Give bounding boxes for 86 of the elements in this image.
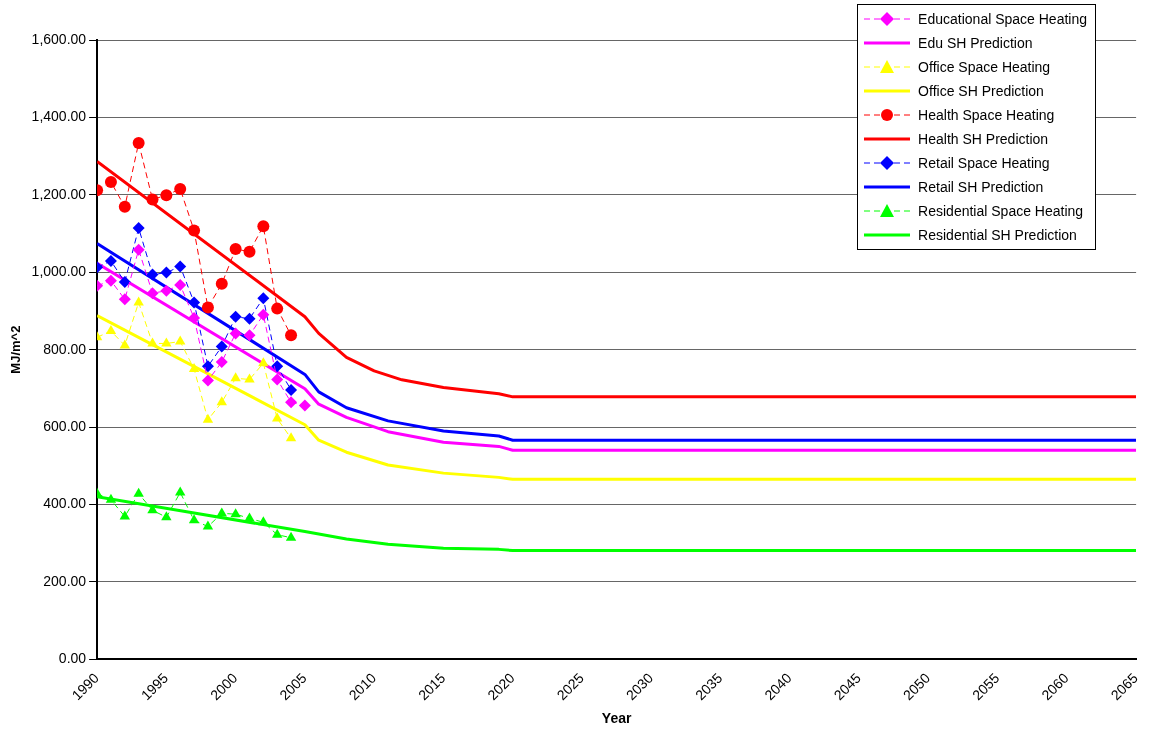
point — [160, 189, 173, 202]
point — [257, 292, 270, 305]
point — [230, 372, 241, 382]
x-axis-title: Year — [601, 710, 632, 727]
legend-label: Office SH Prediction — [918, 83, 1044, 99]
point — [215, 340, 228, 353]
point — [132, 136, 145, 149]
point — [174, 260, 187, 273]
point — [133, 487, 144, 497]
point — [174, 279, 187, 292]
legend-label: Health Space Heating — [918, 107, 1055, 123]
legend-label: Health SH Prediction — [918, 131, 1049, 147]
point — [202, 413, 214, 423]
y-tick-label: 400.00 — [43, 495, 87, 512]
point — [272, 528, 283, 538]
point — [298, 399, 311, 412]
point — [132, 222, 145, 235]
point — [146, 193, 159, 206]
point — [271, 373, 284, 386]
point — [188, 514, 200, 524]
y-tick-label: 1,200.00 — [31, 185, 87, 202]
point — [229, 310, 242, 323]
point — [160, 266, 173, 279]
point — [104, 274, 117, 287]
point — [244, 512, 255, 522]
y-tick-label: 1,600.00 — [31, 30, 87, 47]
point — [174, 183, 187, 196]
y-tick-label: 800.00 — [43, 340, 87, 357]
point — [146, 268, 159, 281]
point — [118, 293, 131, 306]
legend-label: Office Space Heating — [918, 59, 1051, 75]
point — [147, 504, 158, 514]
point — [244, 373, 255, 383]
point — [146, 287, 159, 300]
point — [257, 220, 270, 233]
legend-label: Retail Space Heating — [918, 155, 1050, 171]
point — [118, 275, 131, 288]
point — [272, 412, 283, 422]
y-tick-label: 200.00 — [43, 572, 87, 589]
point — [118, 200, 131, 213]
point — [201, 374, 214, 387]
legend-label: Residential Space Heating — [918, 203, 1084, 219]
point — [202, 520, 214, 530]
point — [188, 311, 201, 324]
point — [215, 277, 228, 290]
y-tick-label: 1,000.00 — [31, 263, 87, 280]
y-tick-label: 600.00 — [43, 417, 87, 434]
point — [271, 360, 284, 373]
point — [188, 296, 201, 309]
point — [258, 516, 269, 526]
y-tick-label: 1,400.00 — [31, 108, 87, 125]
point — [230, 508, 241, 518]
point — [132, 243, 145, 256]
point — [105, 325, 117, 335]
point — [188, 363, 200, 372]
point — [257, 308, 270, 321]
point — [243, 245, 256, 258]
legend-label: Retail SH Prediction — [918, 179, 1044, 195]
point — [285, 432, 297, 442]
point — [285, 531, 297, 541]
point — [285, 396, 298, 409]
legend-label: Edu SH Prediction — [918, 35, 1033, 51]
point — [271, 302, 284, 315]
legend-label: Educational Space Heating — [918, 11, 1088, 27]
point — [161, 511, 172, 521]
y-axis-title: MJ/m^2 — [8, 325, 24, 374]
point — [201, 301, 214, 314]
point — [147, 337, 158, 347]
point — [285, 383, 298, 396]
point — [105, 493, 117, 503]
point — [175, 335, 186, 345]
point — [243, 329, 256, 342]
point — [229, 243, 242, 256]
point — [243, 312, 256, 325]
y-tick-label: 0.00 — [58, 650, 87, 667]
point — [229, 327, 242, 340]
point — [201, 360, 214, 373]
point — [258, 357, 269, 367]
point — [285, 329, 298, 342]
legend-label: Residential SH Prediction — [918, 227, 1077, 243]
point — [216, 396, 227, 406]
point — [104, 176, 117, 189]
point — [160, 284, 173, 297]
point — [104, 255, 117, 268]
point — [215, 356, 228, 369]
point — [188, 224, 201, 237]
